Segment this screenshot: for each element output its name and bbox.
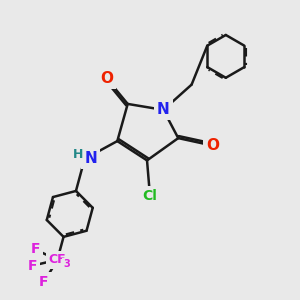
Text: F: F: [39, 275, 49, 289]
Text: N: N: [157, 102, 170, 117]
Text: Cl: Cl: [142, 189, 158, 203]
Text: N: N: [84, 152, 97, 166]
Text: O: O: [206, 138, 219, 153]
Text: H: H: [73, 148, 83, 161]
Text: F: F: [27, 259, 37, 273]
Text: CF: CF: [49, 253, 66, 266]
Text: F: F: [30, 242, 40, 256]
Text: O: O: [100, 71, 113, 86]
Text: 3: 3: [63, 259, 70, 269]
